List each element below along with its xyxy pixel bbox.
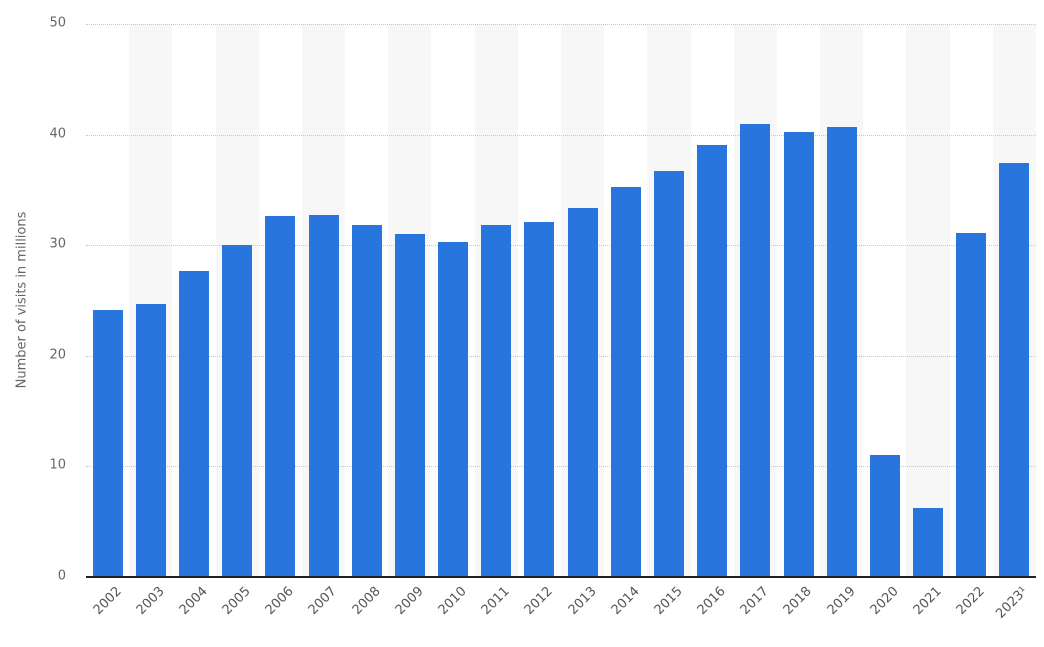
x-tick-label: 2003 xyxy=(133,584,168,619)
x-tick-label: 2010 xyxy=(435,584,470,619)
x-tick-label: 2012 xyxy=(522,584,557,619)
bar-2008[interactable] xyxy=(351,225,382,577)
bar-2003[interactable] xyxy=(135,303,166,577)
x-tick-label: 2019 xyxy=(824,584,859,619)
x-tick-label: 2011 xyxy=(478,584,513,619)
bar-2015[interactable] xyxy=(653,171,684,577)
bar-2017[interactable] xyxy=(740,123,771,577)
bar-2011[interactable] xyxy=(481,225,512,577)
x-tick-label: 2002 xyxy=(90,584,125,619)
x-tick-label: 2005 xyxy=(219,584,254,619)
bar-2018[interactable] xyxy=(783,132,814,577)
x-tick-label: 2014 xyxy=(608,584,643,619)
bar-2022[interactable] xyxy=(956,233,987,577)
bar-2012[interactable] xyxy=(524,221,555,577)
bar-2009[interactable] xyxy=(394,234,425,577)
column-band xyxy=(906,24,950,577)
x-axis-line xyxy=(86,576,1036,578)
x-tick-label: 2022 xyxy=(953,584,988,619)
bar-2010[interactable] xyxy=(438,241,469,577)
bar-2007[interactable] xyxy=(308,215,339,577)
gridline xyxy=(86,134,1036,136)
gridline xyxy=(86,24,1036,25)
y-tick-label: 0 xyxy=(57,568,66,584)
gridline xyxy=(86,466,1036,468)
y-tick-label: 30 xyxy=(49,236,66,252)
y-tick-label: 40 xyxy=(49,126,66,142)
x-tick-label: 2023¹ xyxy=(993,584,1032,622)
x-tick-label: 2009 xyxy=(392,584,427,619)
x-tick-label: 2021 xyxy=(910,584,945,619)
bar-2005[interactable] xyxy=(222,245,253,577)
x-tick-label: 2018 xyxy=(781,584,816,619)
bar-2021[interactable] xyxy=(913,508,944,577)
bar-2004[interactable] xyxy=(178,270,209,577)
bar-2013[interactable] xyxy=(567,207,598,577)
gridline xyxy=(86,245,1036,247)
x-tick-label: 2008 xyxy=(349,584,384,619)
bar-2002[interactable] xyxy=(92,310,123,577)
y-tick-label: 10 xyxy=(49,457,66,473)
y-tick-label: 50 xyxy=(49,15,66,31)
x-tick-label: 2016 xyxy=(694,584,729,619)
bar-2016[interactable] xyxy=(697,144,728,577)
gridline xyxy=(86,355,1036,357)
x-tick-label: 2006 xyxy=(262,584,297,619)
x-tick-label: 2007 xyxy=(306,584,341,619)
x-tick-label: 2017 xyxy=(737,584,772,619)
bar-2014[interactable] xyxy=(610,186,641,577)
bar-2006[interactable] xyxy=(265,216,296,577)
bar-2019[interactable] xyxy=(826,126,857,577)
bar-2020[interactable] xyxy=(869,455,900,577)
x-tick-label: 2015 xyxy=(651,584,686,619)
y-tick-label: 20 xyxy=(49,347,66,363)
x-tick-label: 2004 xyxy=(176,584,211,619)
x-tick-label: 2013 xyxy=(565,584,600,619)
x-tick-label: 2020 xyxy=(867,584,902,619)
bar-2023¹[interactable] xyxy=(999,163,1030,577)
